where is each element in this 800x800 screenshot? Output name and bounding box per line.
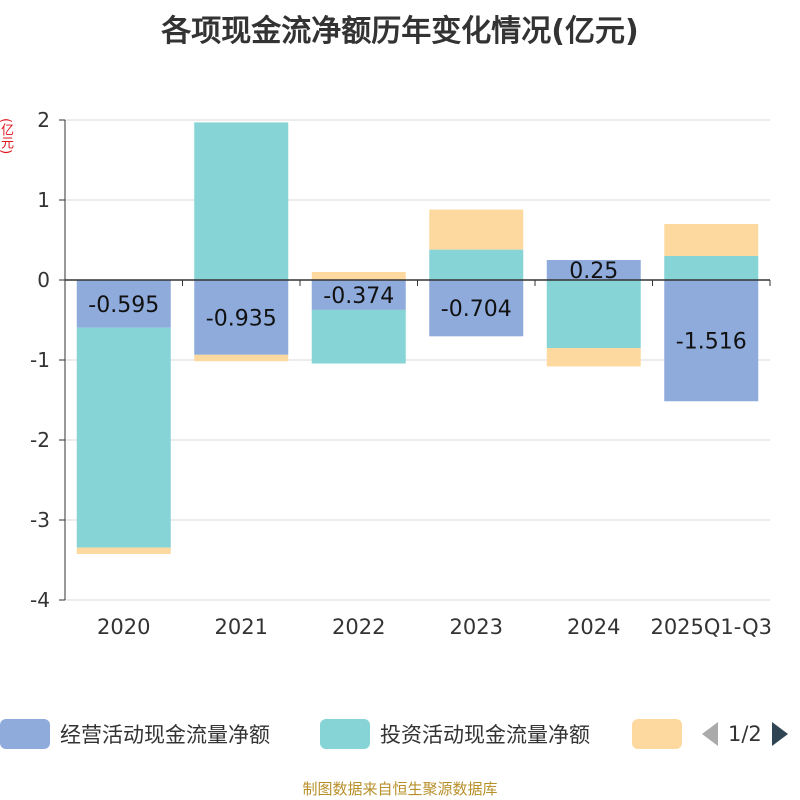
legend-swatch-operating	[0, 719, 50, 749]
bar-segment	[76, 280, 171, 328]
bar-segment	[546, 280, 641, 348]
bar-segment	[664, 256, 759, 280]
bar-segment	[311, 272, 406, 280]
y-tick-label: -2	[30, 428, 50, 452]
y-tick-label: -3	[30, 508, 50, 532]
legend-item-investing[interactable]: 投资活动现金流量净额	[320, 712, 590, 756]
next-page-icon[interactable]	[770, 720, 790, 748]
legend-pager: 1/2	[700, 712, 790, 756]
bar-segment	[664, 280, 759, 402]
bar-segment	[664, 224, 759, 256]
x-tick-label: 2020	[97, 615, 150, 639]
y-tick-label: -1	[30, 348, 50, 372]
data-label: -1.516	[676, 330, 747, 355]
y-tick-label: 2	[37, 108, 50, 132]
x-tick-label: 2023	[450, 615, 503, 639]
data-label: 0.25	[569, 259, 618, 284]
y-tick-label: 1	[37, 188, 50, 212]
y-tick-label: 0	[37, 268, 50, 292]
data-source-footer: 制图数据来自恒生聚源数据库	[302, 780, 498, 798]
bar-segment	[546, 260, 641, 280]
x-tick-label: 2025Q1-Q3	[650, 615, 772, 639]
legend-label-operating: 经营活动现金流量净额	[60, 723, 270, 747]
bar-segment	[311, 280, 406, 310]
bar-segment	[194, 354, 289, 362]
legend-page-indicator: 1/2	[728, 722, 762, 746]
bar-segment	[76, 547, 171, 554]
stacked-bar-chart: 2 1 0 -1 -2 -3 -4 -0.595 -0.935 -0.374 -0.704 0.25 -…	[30, 108, 772, 639]
legend-swatch-financing	[632, 719, 682, 749]
legend: 经营活动现金流量净额 投资活动现金流量净额 1/2	[0, 712, 800, 758]
bar-segment	[429, 209, 524, 250]
bar-segment	[429, 280, 524, 337]
prev-page-icon[interactable]	[700, 720, 720, 748]
x-tick-label: 2022	[332, 615, 385, 639]
data-label: -0.935	[206, 306, 277, 331]
legend-item-operating[interactable]: 经营活动现金流量净额	[0, 712, 270, 756]
chart-title: 各项现金流净额历年变化情况(亿元)	[161, 14, 639, 49]
bar-segment	[194, 122, 289, 281]
bar-segment	[194, 280, 289, 355]
data-label: -0.704	[441, 297, 512, 322]
data-label: -0.595	[88, 293, 159, 318]
legend-item-financing[interactable]	[632, 712, 682, 756]
bar-segment	[76, 327, 171, 548]
legend-label-investing: 投资活动现金流量净额	[380, 723, 590, 747]
x-tick-label: 2021	[215, 615, 268, 639]
legend-swatch-investing	[320, 719, 370, 749]
y-axis-unit-label: (亿元)	[0, 118, 13, 155]
y-tick-label: -4	[30, 588, 50, 612]
bar-segment	[546, 348, 641, 367]
x-tick-label: 2024	[567, 615, 620, 639]
bar-segment	[311, 309, 406, 364]
data-label: -0.374	[323, 284, 394, 309]
bar-segment	[429, 249, 524, 280]
